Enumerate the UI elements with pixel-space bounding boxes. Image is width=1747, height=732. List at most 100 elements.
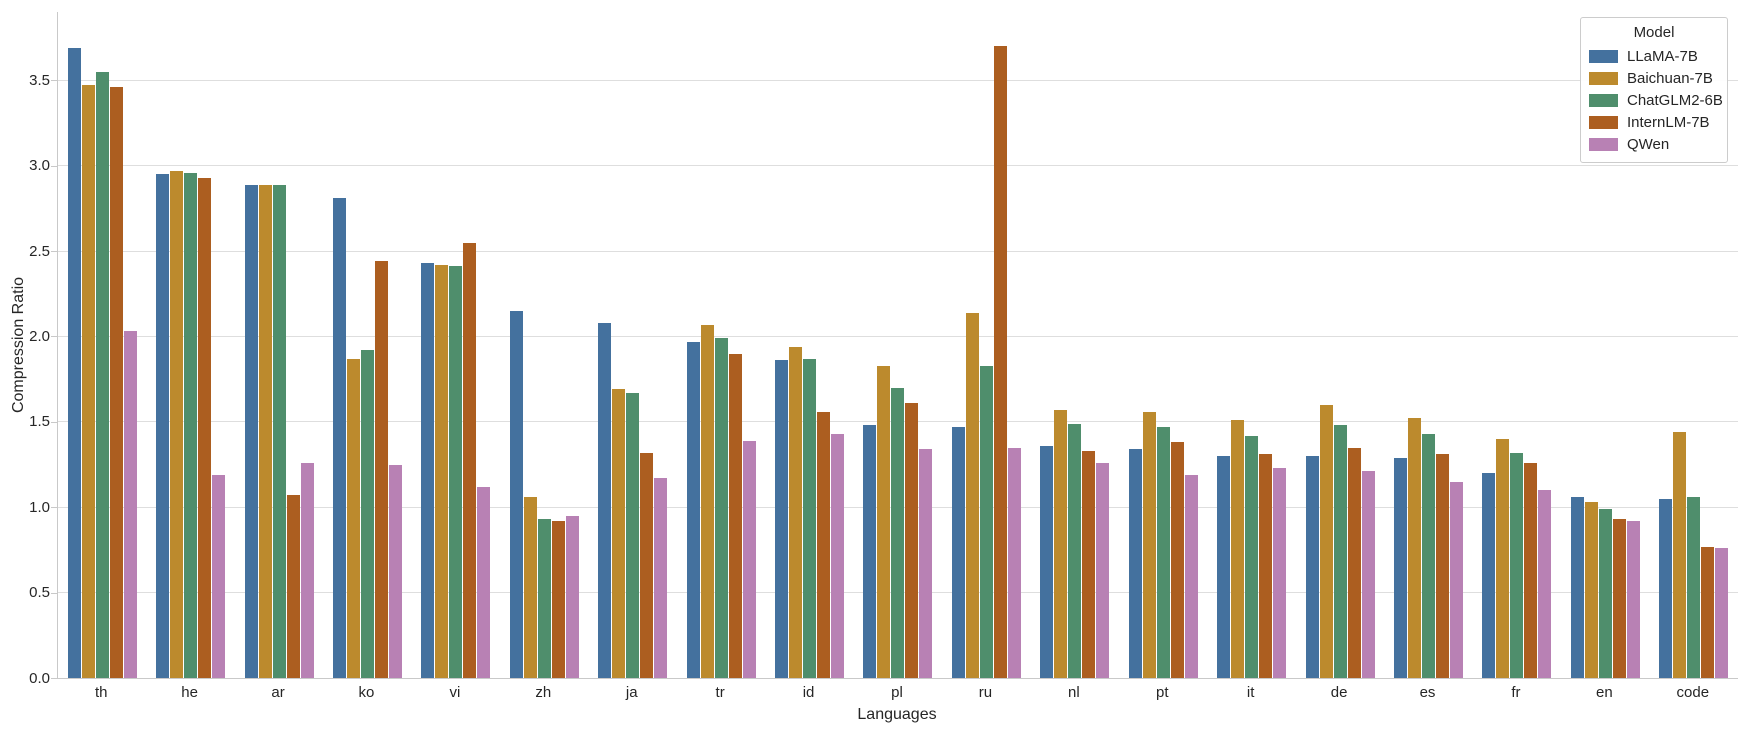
y-tick-mark-0.5 xyxy=(51,592,57,594)
bar-es-InternLM-7B xyxy=(1436,454,1450,678)
bar-ru-QWen xyxy=(1007,447,1021,678)
y-tick-mark-3.5 xyxy=(51,80,57,82)
bar-pt-Baichuan-7B xyxy=(1142,411,1156,678)
bar-nl-LLaMA-7B xyxy=(1040,445,1054,678)
gridline-y-3.0 xyxy=(58,165,1738,167)
y-tick-label-2.0: 2.0 xyxy=(29,327,50,345)
bar-it-Baichuan-7B xyxy=(1231,420,1245,678)
bar-es-QWen xyxy=(1450,481,1464,678)
x-tick-label-it: it xyxy=(1246,684,1255,701)
bar-ja-Baichuan-7B xyxy=(612,389,626,678)
x-tick-label-pt: pt xyxy=(1155,684,1169,701)
bar-vi-Baichuan-7B xyxy=(435,264,449,678)
bar-ko-LLaMA-7B xyxy=(332,198,346,678)
x-tick-label-ko: ko xyxy=(358,684,375,701)
x-tick-label-ru: ru xyxy=(978,684,993,701)
bar-th-LLaMA-7B xyxy=(67,47,81,678)
x-tick-label-de: de xyxy=(1330,684,1348,701)
bar-en-ChatGLM2-6B xyxy=(1598,508,1612,678)
bar-group-he xyxy=(146,12,234,678)
y-tick-mark-1.0 xyxy=(51,507,57,509)
bar-ja-QWen xyxy=(654,478,668,678)
y-tick-label-0.5: 0.5 xyxy=(29,584,50,602)
bar-he-Baichuan-7B xyxy=(170,170,184,678)
bar-ar-Baichuan-7B xyxy=(258,184,272,678)
bar-nl-InternLM-7B xyxy=(1082,450,1096,678)
bar-fr-QWen xyxy=(1538,490,1552,678)
bar-nl-QWen xyxy=(1096,462,1110,678)
bar-nl-ChatGLM2-6B xyxy=(1068,423,1082,678)
legend-swatch-ChatGLM2-6B xyxy=(1589,93,1618,107)
bar-group-ko xyxy=(323,12,411,678)
bar-group-fr xyxy=(1473,12,1561,678)
bar-ko-QWen xyxy=(388,464,402,678)
bar-pl-InternLM-7B xyxy=(905,403,919,678)
legend-label-Baichuan-7B: Baichuan-7B xyxy=(1627,69,1713,87)
x-tick-label-zh: zh xyxy=(535,684,552,701)
bar-ko-InternLM-7B xyxy=(374,261,388,678)
bar-ja-InternLM-7B xyxy=(640,452,654,678)
bar-pt-QWen xyxy=(1184,474,1198,678)
x-tick-label-id: id xyxy=(802,684,815,701)
bar-it-LLaMA-7B xyxy=(1217,456,1231,678)
y-tick-label-3.5: 3.5 xyxy=(29,71,50,89)
y-tick-mark-1.5 xyxy=(51,421,57,423)
bar-tr-InternLM-7B xyxy=(728,353,742,678)
bar-id-LLaMA-7B xyxy=(775,360,789,678)
bar-vi-QWen xyxy=(477,486,491,678)
legend-label-ChatGLM2-6B: ChatGLM2-6B xyxy=(1627,91,1723,109)
bar-ar-InternLM-7B xyxy=(286,495,300,678)
legend-title: Model xyxy=(1633,24,1675,41)
bar-pl-ChatGLM2-6B xyxy=(891,387,905,678)
bar-zh-Baichuan-7B xyxy=(523,497,537,678)
legend-row-LLaMA-7B: LLaMA-7B xyxy=(1589,45,1719,67)
bar-vi-InternLM-7B xyxy=(463,242,477,678)
bar-de-LLaMA-7B xyxy=(1305,456,1319,678)
bar-id-QWen xyxy=(831,433,845,678)
bar-group-ar xyxy=(235,12,323,678)
bar-it-InternLM-7B xyxy=(1259,454,1273,678)
bar-group-en xyxy=(1561,12,1649,678)
y-tick-label-1.5: 1.5 xyxy=(29,413,50,431)
bar-code-LLaMA-7B xyxy=(1659,498,1673,678)
bar-pt-ChatGLM2-6B xyxy=(1156,427,1170,678)
bar-en-LLaMA-7B xyxy=(1570,497,1584,678)
legend-swatch-LLaMA-7B xyxy=(1589,49,1618,63)
legend-row-Baichuan-7B: Baichuan-7B xyxy=(1589,67,1719,89)
x-tick-label-vi: vi xyxy=(449,684,461,701)
y-tick-mark-2.5 xyxy=(51,251,57,253)
bar-he-LLaMA-7B xyxy=(156,174,170,678)
bar-en-Baichuan-7B xyxy=(1584,502,1598,678)
bar-ru-ChatGLM2-6B xyxy=(979,365,993,678)
legend-swatch-InternLM-7B xyxy=(1589,115,1618,129)
bar-vi-ChatGLM2-6B xyxy=(449,266,463,678)
legend-label-LLaMA-7B: LLaMA-7B xyxy=(1627,47,1698,65)
bar-he-ChatGLM2-6B xyxy=(184,172,198,678)
bar-ru-InternLM-7B xyxy=(993,46,1007,678)
bar-group-id xyxy=(765,12,853,678)
y-tick-mark-0.0 xyxy=(51,678,57,679)
bar-tr-Baichuan-7B xyxy=(700,324,714,678)
bar-id-Baichuan-7B xyxy=(789,346,803,678)
bar-code-ChatGLM2-6B xyxy=(1687,497,1701,678)
bar-de-ChatGLM2-6B xyxy=(1333,425,1347,678)
bar-pt-InternLM-7B xyxy=(1170,442,1184,678)
x-tick-label-nl: nl xyxy=(1067,684,1080,701)
bar-th-QWen xyxy=(123,331,137,678)
y-tick-label-0.0: 0.0 xyxy=(29,669,50,687)
bar-group-de xyxy=(1296,12,1384,678)
y-tick-mark-2.0 xyxy=(51,336,57,338)
bar-group-vi xyxy=(412,12,500,678)
bar-group-nl xyxy=(1031,12,1119,678)
bar-pl-LLaMA-7B xyxy=(863,425,877,678)
gridline-y-2.5 xyxy=(58,250,1738,252)
bar-group-pt xyxy=(1119,12,1207,678)
bar-th-InternLM-7B xyxy=(109,87,123,678)
bar-group-tr xyxy=(677,12,765,678)
bar-ar-ChatGLM2-6B xyxy=(272,184,286,678)
legend: Model LLaMA-7B Baichuan-7B ChatGLM2-6B Inte… xyxy=(1580,17,1728,163)
bar-group-ru xyxy=(942,12,1030,678)
x-tick-label-code: code xyxy=(1676,684,1710,701)
bar-code-InternLM-7B xyxy=(1701,546,1715,678)
